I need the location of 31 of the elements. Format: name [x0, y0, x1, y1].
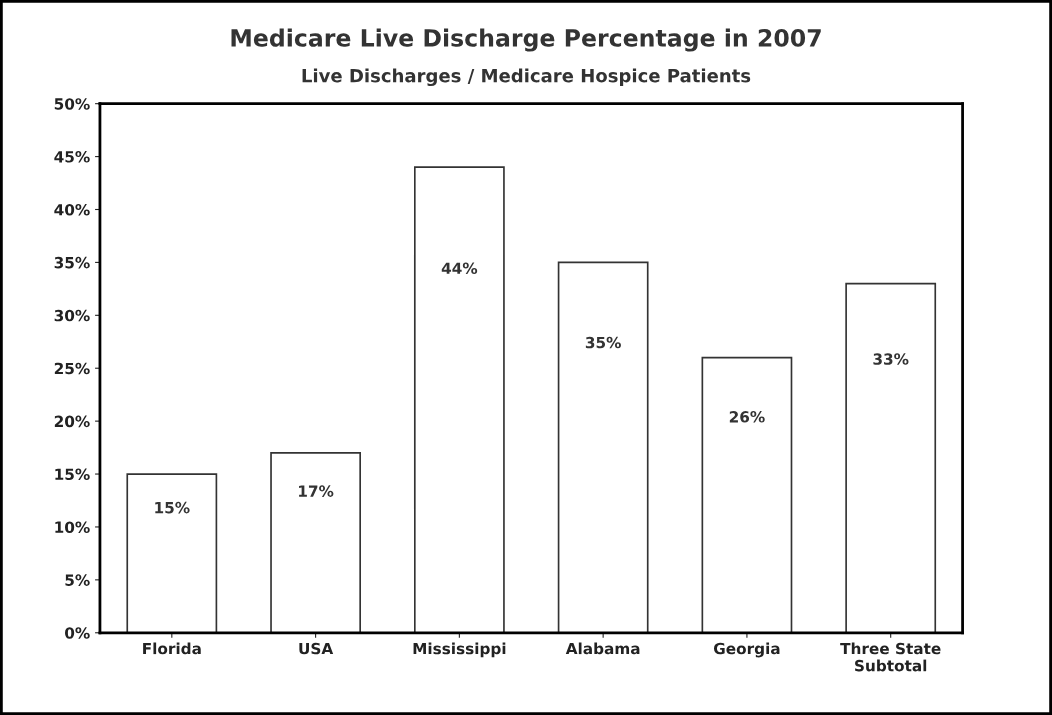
- y-tick-label: 10%: [55, 521, 90, 533]
- data-label: 26%: [729, 411, 765, 423]
- x-tick-label: Florida: [143, 642, 201, 655]
- x-tick-label: Three State Subtotal: [840, 642, 941, 672]
- bar: [557, 261, 649, 633]
- bar: [126, 473, 218, 633]
- y-tick-label: 5%: [65, 574, 90, 586]
- y-tick-label: 20%: [54, 415, 90, 428]
- data-label: 35%: [585, 336, 621, 349]
- y-tick-label: 50%: [54, 98, 90, 110]
- y-tick-label: 0%: [65, 627, 90, 639]
- y-tick-label: 35%: [54, 256, 90, 269]
- chart-subtitle: Live Discharges / Medicare Hospice Patients: [302, 68, 751, 87]
- bar: [701, 356, 793, 633]
- bar: [845, 282, 937, 633]
- x-tick-label: Mississippi: [413, 642, 506, 658]
- bar: [270, 452, 362, 633]
- bar: [413, 166, 505, 633]
- x-tick-label: USA: [299, 642, 334, 655]
- data-label: 33%: [873, 353, 909, 365]
- y-tick-label: 45%: [54, 151, 90, 163]
- x-tick-label: Alabama: [565, 642, 640, 655]
- y-tick-label: 15%: [55, 468, 90, 481]
- data-label: 17%: [299, 485, 334, 497]
- x-tick-label: Georgia: [713, 642, 780, 658]
- y-tick-label: 25%: [54, 362, 90, 375]
- data-label: 15%: [155, 501, 190, 514]
- chart-title: Medicare Live Discharge Percentage in 2007: [231, 28, 821, 52]
- data-label: 44%: [441, 262, 478, 275]
- y-tick-label: 40%: [54, 203, 90, 216]
- y-tick-label: 30%: [54, 309, 90, 322]
